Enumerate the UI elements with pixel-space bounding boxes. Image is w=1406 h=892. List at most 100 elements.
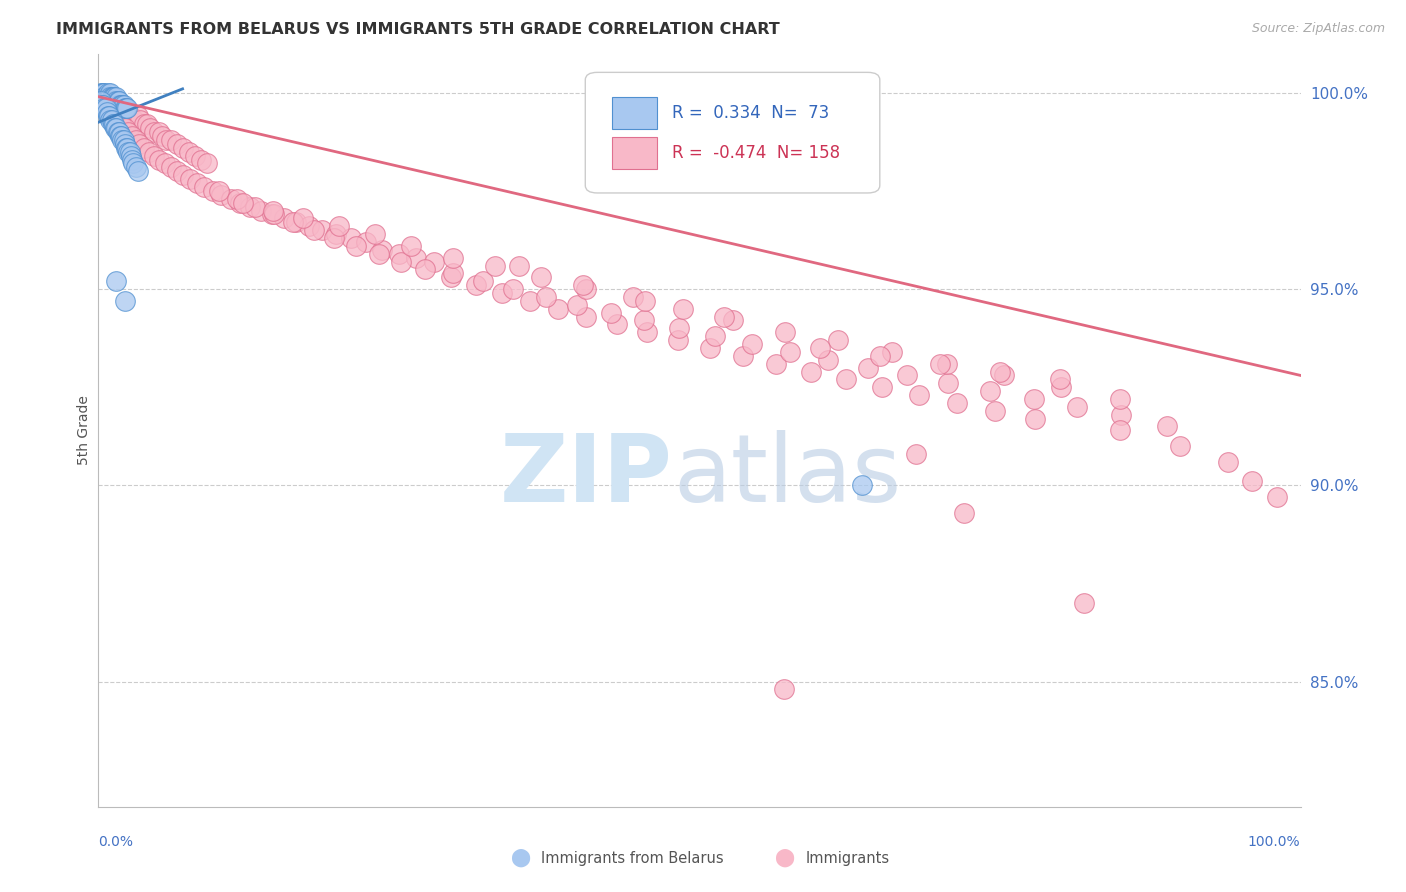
Point (668, 321, 690, 335)
Point (201, 184, 224, 198)
Text: R =  0.334  N=  73: R = 0.334 N= 73 (672, 104, 830, 122)
Point (114, 293, 136, 308)
Point (100, 113, 122, 128)
Bar (612, 137, 658, 169)
Point (1050, 380, 1073, 394)
Point (530, 270, 553, 285)
Point (389, 254, 412, 268)
Point (599, 305, 621, 319)
Point (93, 102, 115, 116)
Point (115, 141, 138, 155)
Point (547, 301, 569, 316)
Point (896, 368, 918, 383)
Point (232, 195, 254, 210)
Point (103, 89, 125, 103)
Y-axis label: 5th Grade: 5th Grade (77, 395, 91, 466)
Point (107, 102, 129, 116)
Point (91, 86, 114, 100)
Point (139, 121, 162, 136)
Point (666, 333, 689, 347)
Point (502, 282, 524, 296)
Point (284, 215, 307, 229)
Point (405, 251, 427, 265)
Point (856, 360, 879, 375)
Bar (612, 97, 658, 129)
Point (100, 113, 122, 128)
Point (273, 211, 295, 226)
Point (104, 121, 127, 136)
Point (117, 145, 139, 159)
Point (328, 219, 350, 234)
Point (1265, 490, 1288, 504)
Point (817, 352, 839, 367)
Point (108, 125, 131, 139)
Point (908, 388, 931, 402)
Point (172, 141, 194, 155)
Point (124, 113, 146, 128)
Point (1109, 392, 1132, 406)
Point (302, 223, 325, 237)
Point (606, 318, 628, 332)
Point (208, 184, 231, 198)
Point (100, 94, 122, 108)
Point (936, 376, 959, 391)
Point (107, 97, 129, 112)
Point (159, 133, 181, 147)
Point (108, 97, 131, 112)
Text: IMMIGRANTS FROM BELARUS VS IMMIGRANTS 5TH GRADE CORRELATION CHART: IMMIGRANTS FROM BELARUS VS IMMIGRANTS 5T… (56, 22, 780, 37)
Point (97, 97, 120, 112)
Point (534, 290, 557, 304)
Point (936, 357, 959, 371)
Point (423, 254, 446, 268)
Point (186, 176, 208, 190)
Point (928, 357, 950, 371)
Point (979, 384, 1001, 398)
Point (93, 86, 115, 100)
Point (100, 94, 122, 108)
Point (800, 364, 823, 378)
Point (159, 161, 181, 175)
Point (97, 102, 120, 116)
Point (97, 89, 120, 103)
Point (572, 278, 595, 293)
Point (127, 164, 149, 178)
Point (112, 97, 135, 112)
Point (153, 156, 176, 170)
Point (100, 105, 122, 120)
Point (103, 109, 125, 123)
Point (945, 396, 967, 410)
Point (721, 313, 744, 327)
Point (827, 333, 849, 347)
Point (904, 447, 927, 461)
Point (100, 89, 122, 103)
Point (870, 380, 893, 394)
Point (172, 168, 194, 182)
Point (90, 94, 112, 108)
Point (155, 133, 177, 147)
Point (93, 94, 115, 108)
Point (340, 231, 363, 245)
Point (291, 211, 314, 226)
Point (111, 97, 134, 112)
Point (125, 133, 148, 147)
Point (96, 89, 118, 103)
Point (104, 94, 127, 108)
Point (441, 266, 464, 280)
Point (731, 349, 754, 363)
Point (519, 293, 541, 308)
Point (193, 180, 215, 194)
Point (773, 325, 796, 339)
Point (91, 97, 114, 112)
Point (1066, 400, 1088, 414)
Point (565, 298, 588, 312)
Point (93, 94, 115, 108)
Point (117, 102, 139, 116)
Point (225, 192, 247, 206)
Point (97, 109, 120, 123)
Text: 0.0%: 0.0% (98, 835, 134, 849)
Point (672, 301, 695, 316)
Point (1156, 419, 1178, 434)
Point (135, 117, 157, 131)
Point (441, 251, 464, 265)
Point (263, 207, 285, 221)
